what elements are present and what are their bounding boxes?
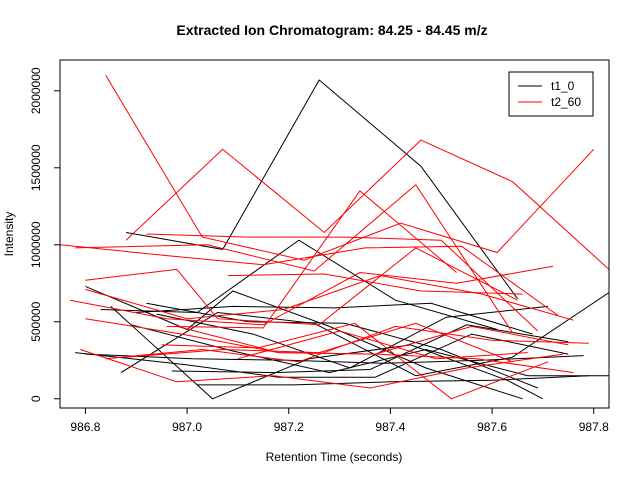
series-t2_60-trace-9 [80,349,564,389]
x-tick-label: 987.0 [172,420,202,434]
series-t2_60-trace-10 [70,265,554,326]
plot-frame [59,59,610,409]
series-t2_60-trace-6 [146,233,539,332]
series-t2_60-trace-16 [176,325,574,374]
series-t1_0-trace-13 [197,375,589,386]
y-tick-label: 1000000 [29,221,43,268]
series-t1_0-trace-8 [120,292,609,377]
x-tick-label: 987.4 [375,420,405,434]
y-tick-label: 0 [29,395,43,402]
chart-title: Extracted Ion Chromatogram: 84.25 - 84.4… [176,22,487,38]
y-axis-label: Intensity [2,212,16,257]
series-t1_0-trace-4 [136,302,533,335]
x-tick-label: 987.6 [477,420,507,434]
series-t1_0-trace-9 [85,353,584,364]
x-tick-label: 987.8 [579,420,609,434]
series-t1_0-trace-5 [110,306,544,400]
series-t2_60-trace-15 [227,273,523,295]
x-tick-label: 987.2 [274,420,304,434]
y-tick-label: 2000000 [29,67,43,114]
legend-label-t2_60: t2_60 [551,95,581,109]
series-t2_60-trace-14 [166,190,457,329]
series-t1_0-trace-3 [100,239,498,330]
legend-box [508,71,594,117]
y-tick-label: 1500000 [29,144,43,191]
series-t2_60-trace-17 [237,330,528,360]
y-axis: 0 500000 1000000 1500000 2000000 [29,67,60,402]
legend: t1_0 t2_60 [508,71,594,117]
plot-lines [60,75,609,400]
series-t2_60-trace-4 [85,275,574,321]
series-t1_0-trace-6 [75,333,569,378]
series-t2_60-trace-12 [161,322,549,400]
series-t2_60-trace-3 [75,183,513,333]
legend-label-t1_0: t1_0 [551,79,575,93]
series-t1_0-trace-1 [126,79,518,299]
x-axis-label: Retention Time (seconds) [266,450,403,464]
series-t1_0-trace-11 [171,324,569,374]
x-tick-label: 986.8 [70,420,100,434]
series-t2_60-trace-1 [105,75,595,261]
series-t2_60-trace-13 [126,322,513,363]
series-t2_60-trace-2 [125,139,609,270]
y-tick-label: 500000 [29,301,43,341]
x-axis: 986.8 987.0 987.2 987.4 987.6 987.8 [70,408,609,434]
